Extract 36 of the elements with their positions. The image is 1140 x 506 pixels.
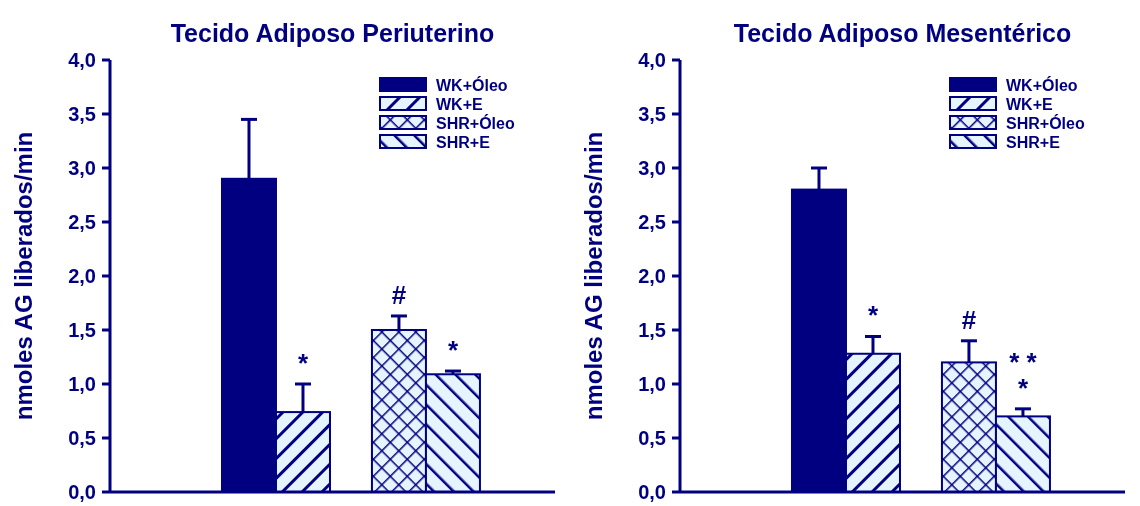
- y-tick-label: 1,5: [68, 319, 96, 341]
- legend-label: SHR+Óleo: [1006, 113, 1085, 132]
- y-tick-label: 4,0: [68, 49, 96, 71]
- y-tick-label: 2,5: [638, 211, 666, 233]
- chart-title: Tecido Adiposo Periuterino: [170, 19, 495, 47]
- data-label: *: [867, 300, 879, 331]
- legend-label: WK+Óleo: [436, 75, 508, 94]
- chart-title: Tecido Adiposo Mesentérico: [733, 19, 1072, 47]
- y-tick-label: 4,0: [638, 49, 666, 71]
- legend-label: WK+E: [1006, 95, 1053, 113]
- y-axis-title: nmoles AG liberados/min: [10, 131, 37, 421]
- data-label: #: [961, 304, 977, 335]
- legend-label: SHR+E: [1006, 133, 1061, 151]
- y-tick-label: 3,0: [68, 157, 96, 179]
- y-tick-label: 1,0: [68, 373, 96, 395]
- y-tick-label: 0,5: [638, 427, 666, 449]
- y-tick-label: 2,0: [638, 265, 666, 287]
- data-label: #: [391, 279, 407, 310]
- y-tick-label: 0,0: [638, 481, 666, 503]
- legend-label: WK+E: [436, 95, 483, 113]
- data-label: *: [447, 335, 459, 366]
- legend-label: SHR+Óleo: [436, 113, 515, 132]
- y-axis-title: nmoles AG liberados/min: [580, 131, 607, 421]
- y-tick-label: 0,5: [68, 427, 96, 449]
- data-label: *: [297, 348, 309, 378]
- y-tick-label: 3,5: [638, 103, 666, 125]
- y-tick-label: 3,0: [638, 157, 666, 179]
- y-tick-label: 3,5: [68, 103, 96, 125]
- legend-label: SHR+E: [436, 133, 491, 151]
- data-label: * * *: [1009, 346, 1038, 403]
- legend-label: WK+Óleo: [1006, 75, 1078, 94]
- y-tick-label: 0,0: [68, 481, 96, 503]
- y-tick-label: 2,5: [68, 211, 96, 233]
- y-tick-label: 1,0: [638, 373, 666, 395]
- y-tick-label: 2,0: [68, 265, 96, 287]
- y-tick-label: 1,5: [638, 319, 666, 341]
